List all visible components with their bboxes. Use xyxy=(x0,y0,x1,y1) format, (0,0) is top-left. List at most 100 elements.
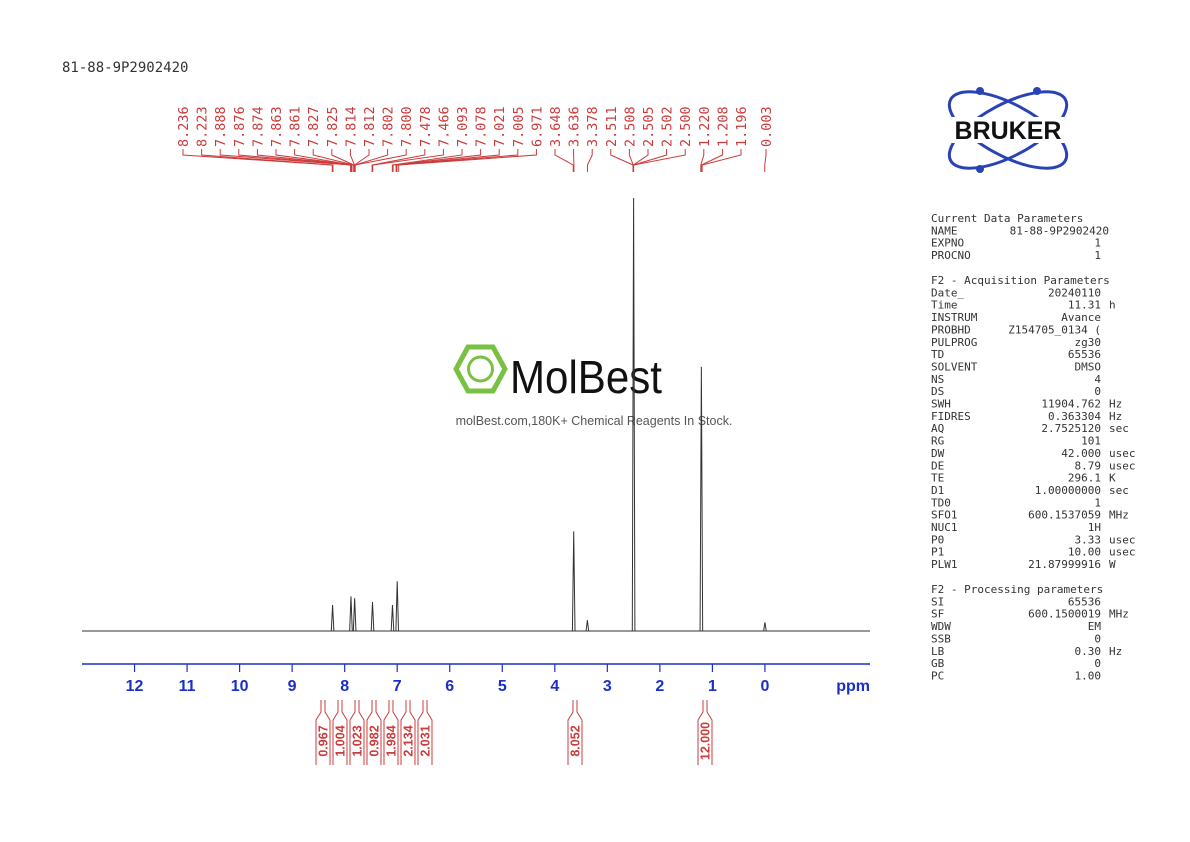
parameter-unit: h xyxy=(1109,299,1116,312)
peak-label: 7.876 xyxy=(232,106,248,147)
integral-label: 1.023 xyxy=(351,725,365,756)
integral-bracket xyxy=(349,700,365,765)
parameter-name: NUC1 xyxy=(931,521,958,534)
x-tick-label: 9 xyxy=(288,678,297,695)
peak-label: 8.223 xyxy=(195,106,211,147)
parameters-heading: F2 - Processing parameters xyxy=(931,583,1103,596)
peak-label: 2.502 xyxy=(660,106,676,147)
parameter-value: 20240110 xyxy=(1048,286,1101,299)
x-tick-label: 7 xyxy=(393,678,402,695)
peak-label: 7.802 xyxy=(381,106,397,147)
peak xyxy=(699,366,704,632)
logo-dot xyxy=(976,165,984,173)
x-axis-label: ppm xyxy=(836,678,870,695)
integral-bracket xyxy=(383,700,399,765)
parameter-name: EXPNO xyxy=(931,237,964,250)
parameter-name: D1 xyxy=(931,484,944,497)
parameter-value: 1.00 xyxy=(1075,669,1102,682)
parameter-value: 1.00000000 xyxy=(1035,484,1101,497)
parameter-value: 1 xyxy=(1094,249,1101,262)
bruker-logo: BRUKER xyxy=(925,87,1091,173)
integral-bracket xyxy=(417,700,433,765)
integral-label: 1.984 xyxy=(385,725,399,756)
peak-label: 8.236 xyxy=(176,106,192,147)
peak-label: 7.827 xyxy=(306,106,322,147)
peak-label-connector xyxy=(633,149,686,172)
peak-label-connector xyxy=(354,149,407,172)
integral-label: 0.982 xyxy=(368,725,382,756)
x-tick-label: 4 xyxy=(550,678,559,695)
peak-label: 7.466 xyxy=(436,106,452,147)
parameter-unit: Hz xyxy=(1109,410,1122,423)
peak-label-connector xyxy=(371,149,426,172)
integral-label: 1.004 xyxy=(334,725,348,756)
parameter-unit: sec xyxy=(1109,422,1129,435)
peak xyxy=(370,601,375,632)
parameter-name: TD0 xyxy=(931,496,951,509)
parameter-name: LB xyxy=(931,645,945,658)
peak-label-connector xyxy=(201,149,334,172)
x-tick-label: 11 xyxy=(179,678,196,695)
parameter-name: TD xyxy=(931,348,944,361)
parameter-unit: usec xyxy=(1109,533,1136,546)
parameter-value: 8.79 xyxy=(1075,459,1102,472)
parameter-name: SOLVENT xyxy=(931,360,978,373)
parameters-heading: Current Data Parameters xyxy=(931,212,1083,225)
peak-label-connector xyxy=(554,149,574,172)
peak xyxy=(390,604,395,632)
integral-label: 12.000 xyxy=(699,722,713,760)
parameter-unit: Hz xyxy=(1109,645,1122,658)
peak-label: 1.220 xyxy=(697,106,713,147)
x-tick-label: 5 xyxy=(498,678,507,695)
parameter-unit: Hz xyxy=(1109,398,1122,411)
integral-label: 2.031 xyxy=(419,725,433,756)
peak xyxy=(571,531,576,632)
parameters-heading: F2 - Acquisition Parameters xyxy=(931,274,1110,287)
parameter-value: 10.00 xyxy=(1068,546,1101,559)
x-tick-label: 12 xyxy=(126,678,144,695)
peak-label-connector xyxy=(354,149,370,172)
parameter-unit: W xyxy=(1109,558,1116,571)
peak xyxy=(352,598,357,632)
logo-dot xyxy=(976,87,984,95)
parameter-name: PULPROG xyxy=(931,336,977,349)
parameter-name: Date_ xyxy=(931,286,964,299)
peak xyxy=(395,581,399,632)
x-tick-label: 3 xyxy=(603,678,612,695)
peak xyxy=(585,620,590,632)
x-tick-label: 10 xyxy=(231,678,249,695)
parameter-value: 600.1537059 xyxy=(1028,509,1101,522)
peak-label: 7.814 xyxy=(343,106,359,147)
logo-orbit xyxy=(947,90,1069,170)
peak-label: 7.078 xyxy=(474,106,490,147)
parameter-name: SSB xyxy=(931,632,951,645)
peak-label-connector xyxy=(395,149,500,172)
parameter-unit: usec xyxy=(1109,459,1136,472)
parameter-value: 42.000 xyxy=(1061,447,1101,460)
integral-bracket xyxy=(332,700,348,765)
parameter-value: EM xyxy=(1088,620,1102,633)
watermark: MolBest molBest.com,180K+ Chemical Reage… xyxy=(453,344,732,428)
parameter-unit: sec xyxy=(1109,484,1129,497)
x-tick-label: 6 xyxy=(445,678,454,695)
parameter-name: WDW xyxy=(931,620,951,633)
parameter-value: Avance xyxy=(1061,311,1101,324)
parameter-value: 21.87999916 xyxy=(1028,558,1101,571)
parameter-value: 0 xyxy=(1094,657,1101,670)
integral-label: 0.967 xyxy=(317,725,331,756)
parameter-name: SWH xyxy=(931,398,951,411)
peak-label-connector xyxy=(398,149,537,172)
peak-label-connector xyxy=(764,149,767,172)
logo-dot xyxy=(1033,87,1041,95)
parameter-name: PLW1 xyxy=(931,558,958,571)
parameter-name: P0 xyxy=(931,533,944,546)
peak-label: 7.021 xyxy=(492,106,508,147)
integral-label: 8.052 xyxy=(569,725,583,756)
parameter-value: 0.30 xyxy=(1075,645,1102,658)
parameter-value: 3.33 xyxy=(1075,533,1102,546)
peak-label-connector xyxy=(701,149,742,172)
peak-label: 3.378 xyxy=(585,106,601,147)
peak-label-connector xyxy=(700,149,705,172)
